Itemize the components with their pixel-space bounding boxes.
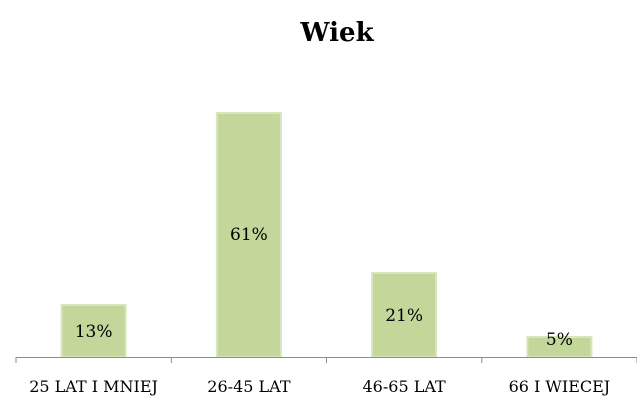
x-tick-label-2: 26-45 LAT: [207, 377, 291, 396]
data-label-1: 13%: [75, 322, 113, 342]
data-label-3: 21%: [385, 306, 423, 326]
x-axis: [15, 357, 637, 363]
x-tick-label-1: 25 LAT I MNIEJ: [29, 377, 158, 396]
data-label-2: 61%: [230, 225, 268, 245]
chart-title: Wiek: [299, 18, 374, 48]
bar-2: [215, 112, 282, 358]
labels-layer: 13% 25 LAT I MNIEJ 61% 26-45 LAT 21% 46-65 LA…: [29, 225, 610, 396]
bars-layer: [60, 112, 593, 358]
x-tick-label-4: 66 I WIECEJ: [509, 377, 611, 396]
x-tick-label-3: 46-65 LAT: [363, 377, 447, 396]
bar-1: [60, 304, 127, 358]
data-label-4: 5%: [546, 330, 573, 350]
